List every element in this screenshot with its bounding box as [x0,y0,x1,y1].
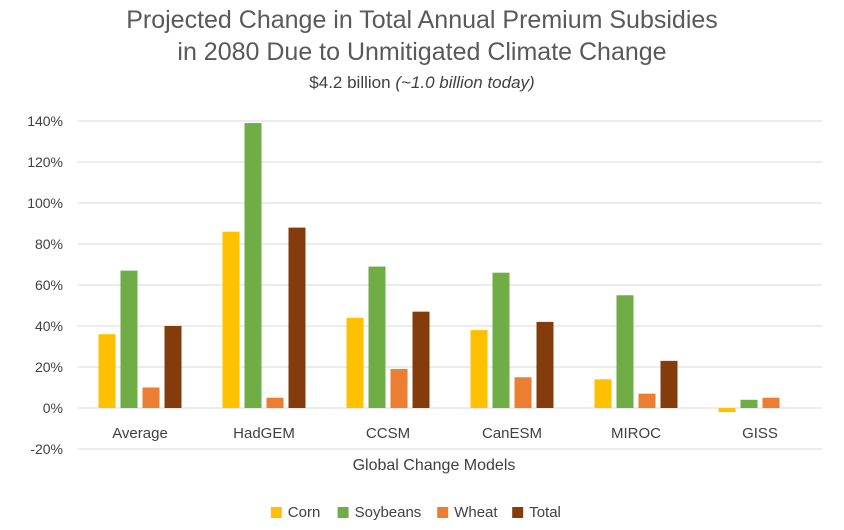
bar-soybeans-hadgem [244,123,262,409]
legend-swatch-corn [270,507,282,518]
bar-corn-canesm [470,330,488,408]
x-tick-label: GISS [742,425,778,442]
chart-subtitle: $4.2 billion (~1.0 billion today) [0,73,844,93]
chart-title-line2: in 2080 Due to Unmitigated Climate Chang… [177,38,667,66]
bar-soybeans-giss [740,399,758,408]
y-tick-label: 0% [43,400,63,416]
y-tick-label: 80% [35,236,63,252]
legend-label-total: Total [529,504,561,521]
legend-swatch-wheat [437,507,449,518]
x-tick-label: MIROC [611,425,661,442]
chart-title-line1: Projected Change in Total Annual Premium… [126,6,718,34]
bar-wheat-giss [762,397,780,408]
y-tick-label: 100% [27,195,63,211]
legend-label-wheat: Wheat [454,504,498,521]
y-tick-label: 40% [35,318,63,334]
bar-total-average [164,326,182,408]
bar-soybeans-ccsm [368,266,386,408]
bar-soybeans-average [120,270,138,408]
bar-total-hadgem [288,227,306,408]
legend-swatch-total [512,507,524,518]
legend-label-soybeans: Soybeans [355,504,422,521]
legend-label-corn: Corn [288,504,321,521]
y-tick-label: 60% [35,277,63,293]
bar-soybeans-canesm [492,272,510,408]
x-axis-title: Global Change Models [353,457,516,474]
bar-wheat-miroc [638,393,656,408]
bar-corn-hadgem [222,231,240,408]
bar-total-ccsm [412,311,430,408]
legend-swatch-soybeans [337,507,349,518]
bar-total-miroc [660,360,678,408]
bar-corn-average [98,334,116,408]
bar-total-canesm [536,321,554,408]
y-tick-label: -20% [30,441,63,457]
bar-soybeans-miroc [616,295,634,408]
y-tick-label: 140% [27,113,63,129]
bar-wheat-canesm [514,377,532,408]
x-tick-label: CanESM [482,425,542,442]
bar-wheat-ccsm [390,369,408,408]
x-tick-label: CCSM [366,425,410,442]
subtitle-note: (~1.0 billion today) [395,73,535,92]
bar-corn-giss [718,408,736,413]
bar-wheat-hadgem [266,397,284,408]
x-tick-label: HadGEM [233,425,295,442]
bar-corn-ccsm [346,317,364,408]
y-tick-label: 20% [35,359,63,375]
bar-corn-miroc [594,379,612,408]
bar-wheat-average [142,387,160,408]
subtitle-amount: $4.2 billion [309,73,391,92]
y-tick-label: 120% [27,154,63,170]
x-tick-label: Average [112,425,168,442]
